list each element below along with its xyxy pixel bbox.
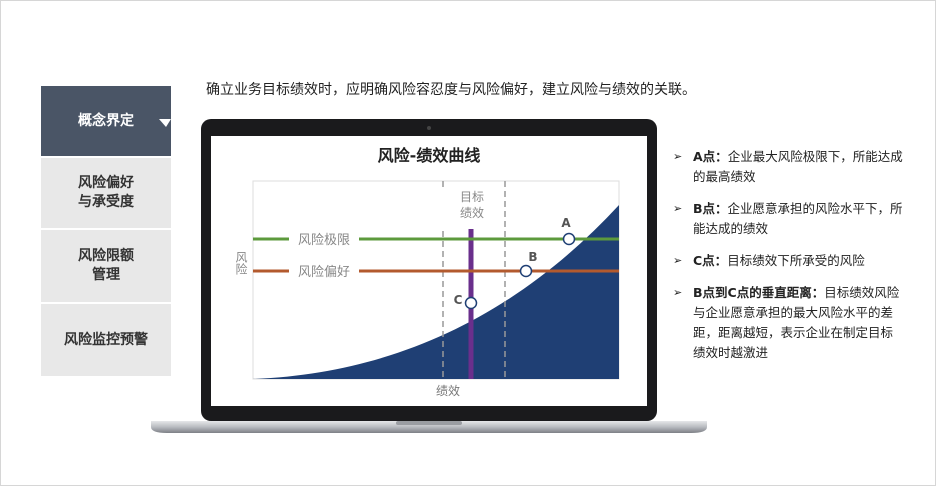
nav-item[interactable]: 风险限额 管理 — [41, 230, 171, 302]
note-text: 目标绩效风险与企业愿意承担的最大风险水平的差距，距离越短，表示企业在制定目标绩效… — [693, 285, 900, 360]
x-axis-label: 绩效 — [436, 383, 460, 398]
note: A点：企业最大风险极限下，所能达成的最高绩效 — [673, 147, 905, 187]
note: B点：企业愿意承担的风险水平下，所能达成的绩效 — [673, 199, 905, 239]
nav-label: 管理 — [92, 267, 120, 283]
curve-area — [253, 205, 619, 379]
intro-text: 确立业务目标绩效时，应明确风险容忍度与风险偏好，建立风险与绩效的关联。 — [206, 82, 696, 98]
nav-label: 风险监控预警 — [64, 331, 148, 348]
point — [464, 296, 478, 310]
nav-label: 风险偏好 — [78, 175, 134, 191]
nav-label: 概念界定 — [78, 112, 134, 129]
laptop-notch — [396, 421, 462, 425]
nav-item[interactable]: 风险偏好 与承受度 — [41, 158, 171, 228]
notes: A点：企业最大风险极限下，所能达成的最高绩效 B点：企业愿意承担的风险水平下，所能… — [673, 147, 905, 375]
nav-label: 风险限额 — [78, 248, 134, 264]
limit-label: 风险极限 — [298, 233, 350, 248]
point — [519, 264, 533, 278]
point-label: B — [528, 250, 537, 264]
note-term: A点： — [693, 149, 728, 164]
note-term: B点： — [693, 201, 728, 216]
target-label: 绩效 — [460, 205, 484, 220]
nav-item[interactable]: 风险监控预警 — [41, 304, 171, 376]
figure-title: 风险-绩效曲线 — [378, 146, 481, 165]
point-label: A — [561, 216, 571, 230]
point-label: C — [454, 293, 463, 307]
note-term: B点到C点的垂直距离： — [693, 285, 825, 300]
y-axis-label: 风险 — [234, 251, 248, 275]
note: C点：目标绩效下所承受的风险 — [673, 251, 905, 271]
nav-item[interactable]: 概念界定 — [41, 86, 171, 156]
nav-pointer — [159, 119, 171, 127]
note-text: 企业愿意承担的风险水平下，所能达成的绩效 — [693, 201, 903, 236]
note-text: 目标绩效下所承受的风险 — [727, 253, 865, 268]
target-label: 目标 — [460, 190, 484, 204]
note-term: C点： — [693, 253, 728, 268]
note: B点到C点的垂直距离：目标绩效风险与企业愿意承担的最大风险水平的差距，距离越短，… — [673, 283, 905, 363]
nav-label: 与承受度 — [78, 194, 134, 210]
camera — [427, 126, 431, 130]
label-bg — [439, 187, 503, 227]
point — [562, 232, 576, 246]
laptop-base — [151, 421, 707, 433]
note-text: 企业最大风险极限下，所能达成的最高绩效 — [693, 149, 903, 184]
appetite-label: 风险偏好 — [298, 265, 350, 280]
